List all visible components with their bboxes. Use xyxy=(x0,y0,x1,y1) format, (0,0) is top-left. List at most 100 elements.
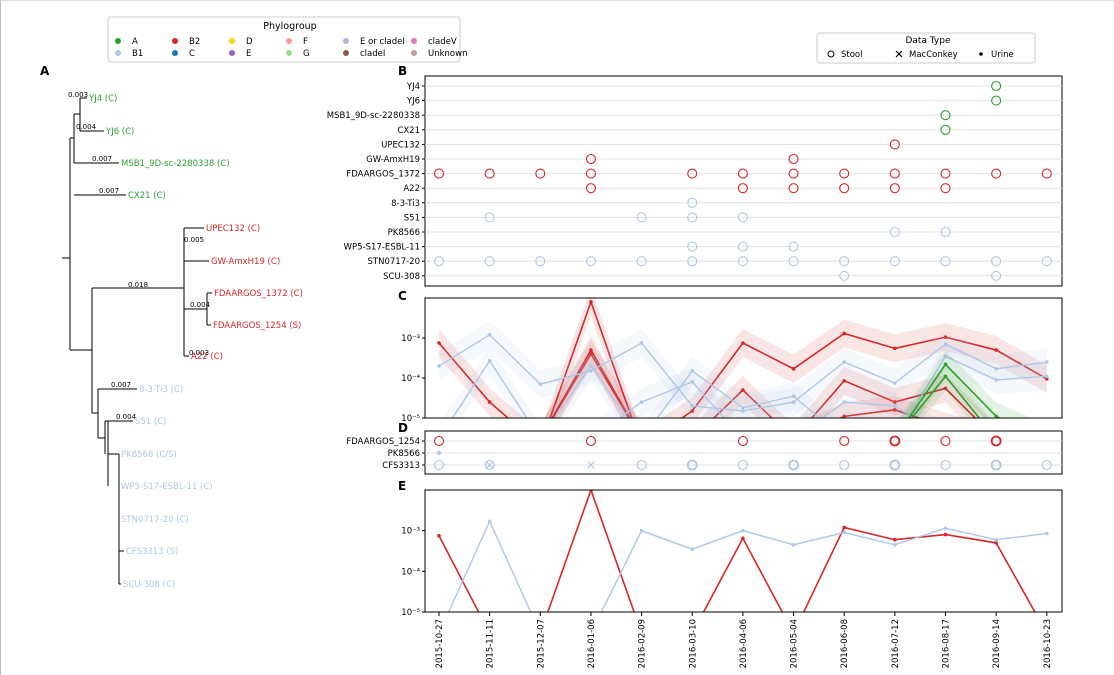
panel-c-point xyxy=(741,341,745,345)
panel-d-stool-marker xyxy=(889,435,901,447)
panel-b-marker xyxy=(636,212,647,223)
panel-b-row-label: PK8566 xyxy=(388,228,420,238)
panel-c-point xyxy=(893,404,897,408)
panel-d-stool-marker xyxy=(433,435,445,447)
legend-dtype-label-2: Urine xyxy=(991,50,1014,60)
panel-b-row-label: A22 xyxy=(403,184,420,194)
panel-b-marker xyxy=(484,256,495,267)
panel-e-point xyxy=(893,537,897,542)
panel-d-stool-marker xyxy=(686,459,698,471)
panel-d-stool-marker xyxy=(990,459,1002,471)
panel-b-marker xyxy=(585,153,597,165)
phylogroup-legend-box xyxy=(107,16,461,63)
panel-b-marker xyxy=(484,212,495,223)
panel-e-point xyxy=(437,533,441,538)
panel-c-point xyxy=(994,437,998,441)
panel-c-point xyxy=(943,386,948,391)
panel-c-point xyxy=(437,437,441,441)
panel-c-point xyxy=(487,358,492,363)
panel-c-point xyxy=(792,437,796,441)
panel-c-point xyxy=(539,437,543,441)
panel-b-row-label: STN0717-20 xyxy=(368,257,420,267)
panel-d-row-label: FDAARGOS_1254 xyxy=(346,437,420,447)
panel-b-marker xyxy=(991,270,1002,281)
panel-d-stool-marker xyxy=(940,459,951,471)
panel-c-point xyxy=(690,404,695,408)
panel-d-stool-marker xyxy=(788,459,799,471)
panel-label-c: C xyxy=(398,289,407,303)
panel-e-point xyxy=(994,537,998,542)
panel-e-point xyxy=(842,530,846,535)
panel-d-stool-marker xyxy=(737,459,748,471)
panel-c-point xyxy=(437,341,441,345)
panel-b-marker xyxy=(737,241,748,252)
panel-c-point xyxy=(640,437,644,441)
legend-label-4: D xyxy=(246,37,253,47)
panel-b-marker xyxy=(889,168,900,179)
panel-e-series xyxy=(437,490,1049,612)
tree-leaf-label: CFS3313 (S) xyxy=(126,547,178,557)
panel-c-point xyxy=(690,437,694,441)
panel-c-point xyxy=(690,369,695,373)
legend-label-3: C xyxy=(189,49,195,59)
panel-c-point xyxy=(1045,377,1049,381)
panel-c-ytick-label: 10⁻⁵ xyxy=(401,414,420,424)
tree-leaf-label: UPEC132 (C) xyxy=(206,224,260,234)
panel-c-point xyxy=(893,437,897,441)
legend-marker-10 xyxy=(411,38,417,44)
panel-c-band xyxy=(439,298,1047,418)
panel-c-point xyxy=(539,444,543,448)
panel-c-point xyxy=(741,437,745,441)
panel-d-stool-marker xyxy=(1041,459,1052,471)
panel-b-row-label: YJ6 xyxy=(406,97,420,107)
branch-length-label-7: 0.003 xyxy=(189,349,209,357)
panel-c-point xyxy=(437,437,441,441)
panel-c-point xyxy=(1045,437,1049,441)
x-tick-label: 2016-05-04 xyxy=(790,619,800,668)
branch-length-label-6: 0.004 xyxy=(190,301,211,309)
panel-c-point xyxy=(943,342,948,346)
panel-c-band xyxy=(600,367,935,418)
panel-b-row-label: S51 xyxy=(404,213,420,223)
panel-c-point xyxy=(944,425,948,429)
branch-length-label-5: 0.018 xyxy=(128,281,148,289)
panel-c-point xyxy=(842,379,846,383)
panel-c-point xyxy=(640,444,644,448)
phylogroup-legend-title: Phylogroup xyxy=(263,21,316,32)
panel-b-row-label: WP5-S17-ESBL-11 xyxy=(344,243,420,253)
panel-b-marker xyxy=(1041,168,1052,179)
panel-b-marker xyxy=(788,153,799,165)
panel-b-marker xyxy=(940,183,951,194)
panel-e-point xyxy=(741,536,745,541)
panel-b-marker xyxy=(737,256,748,267)
panel-b-row-label: MSB1_9D-sc-2280338 xyxy=(327,111,420,121)
panel-c-point xyxy=(1045,437,1049,441)
panel-c-point xyxy=(487,400,492,404)
panel-c-point xyxy=(487,333,492,337)
branch-length-label-3: 0.007 xyxy=(99,187,119,195)
panel-c-point xyxy=(791,394,796,399)
tree-leaf-label: MSB1_9D-sc-2280338 (C) xyxy=(121,159,230,169)
panel-c-band xyxy=(544,339,968,418)
panel-b-marker xyxy=(991,256,1002,267)
panel-e-point xyxy=(842,525,846,530)
legend-label-8: E or cladeI xyxy=(360,37,405,47)
panel-b-marker xyxy=(585,256,597,267)
panel-b-marker xyxy=(940,256,951,267)
panel-b-marker xyxy=(940,124,951,135)
panel-c-point xyxy=(690,409,695,413)
panel-b-marker xyxy=(585,183,597,194)
panel-c-point xyxy=(994,437,998,441)
panel-c-ytick-label: 10⁻³ xyxy=(401,334,420,344)
panel-c-point xyxy=(690,380,695,384)
panel-c-point xyxy=(943,354,948,359)
phylogenetic-tree: YJ4 (C) YJ6 (C) MSB1_9D-sc-2280338 (C) CX21… xyxy=(62,91,303,590)
legend-marker-5 xyxy=(229,50,235,56)
datatype-legend: Data Type Stool MacConkey Urine xyxy=(816,32,1036,64)
panel-c-point xyxy=(488,437,492,441)
panel-c-point xyxy=(741,437,745,441)
panel-c-point xyxy=(639,341,644,345)
panel-c-point xyxy=(893,381,897,385)
panel-c-point xyxy=(943,335,948,339)
tree-leaf-label: STN0717-20 (C) xyxy=(121,515,189,525)
